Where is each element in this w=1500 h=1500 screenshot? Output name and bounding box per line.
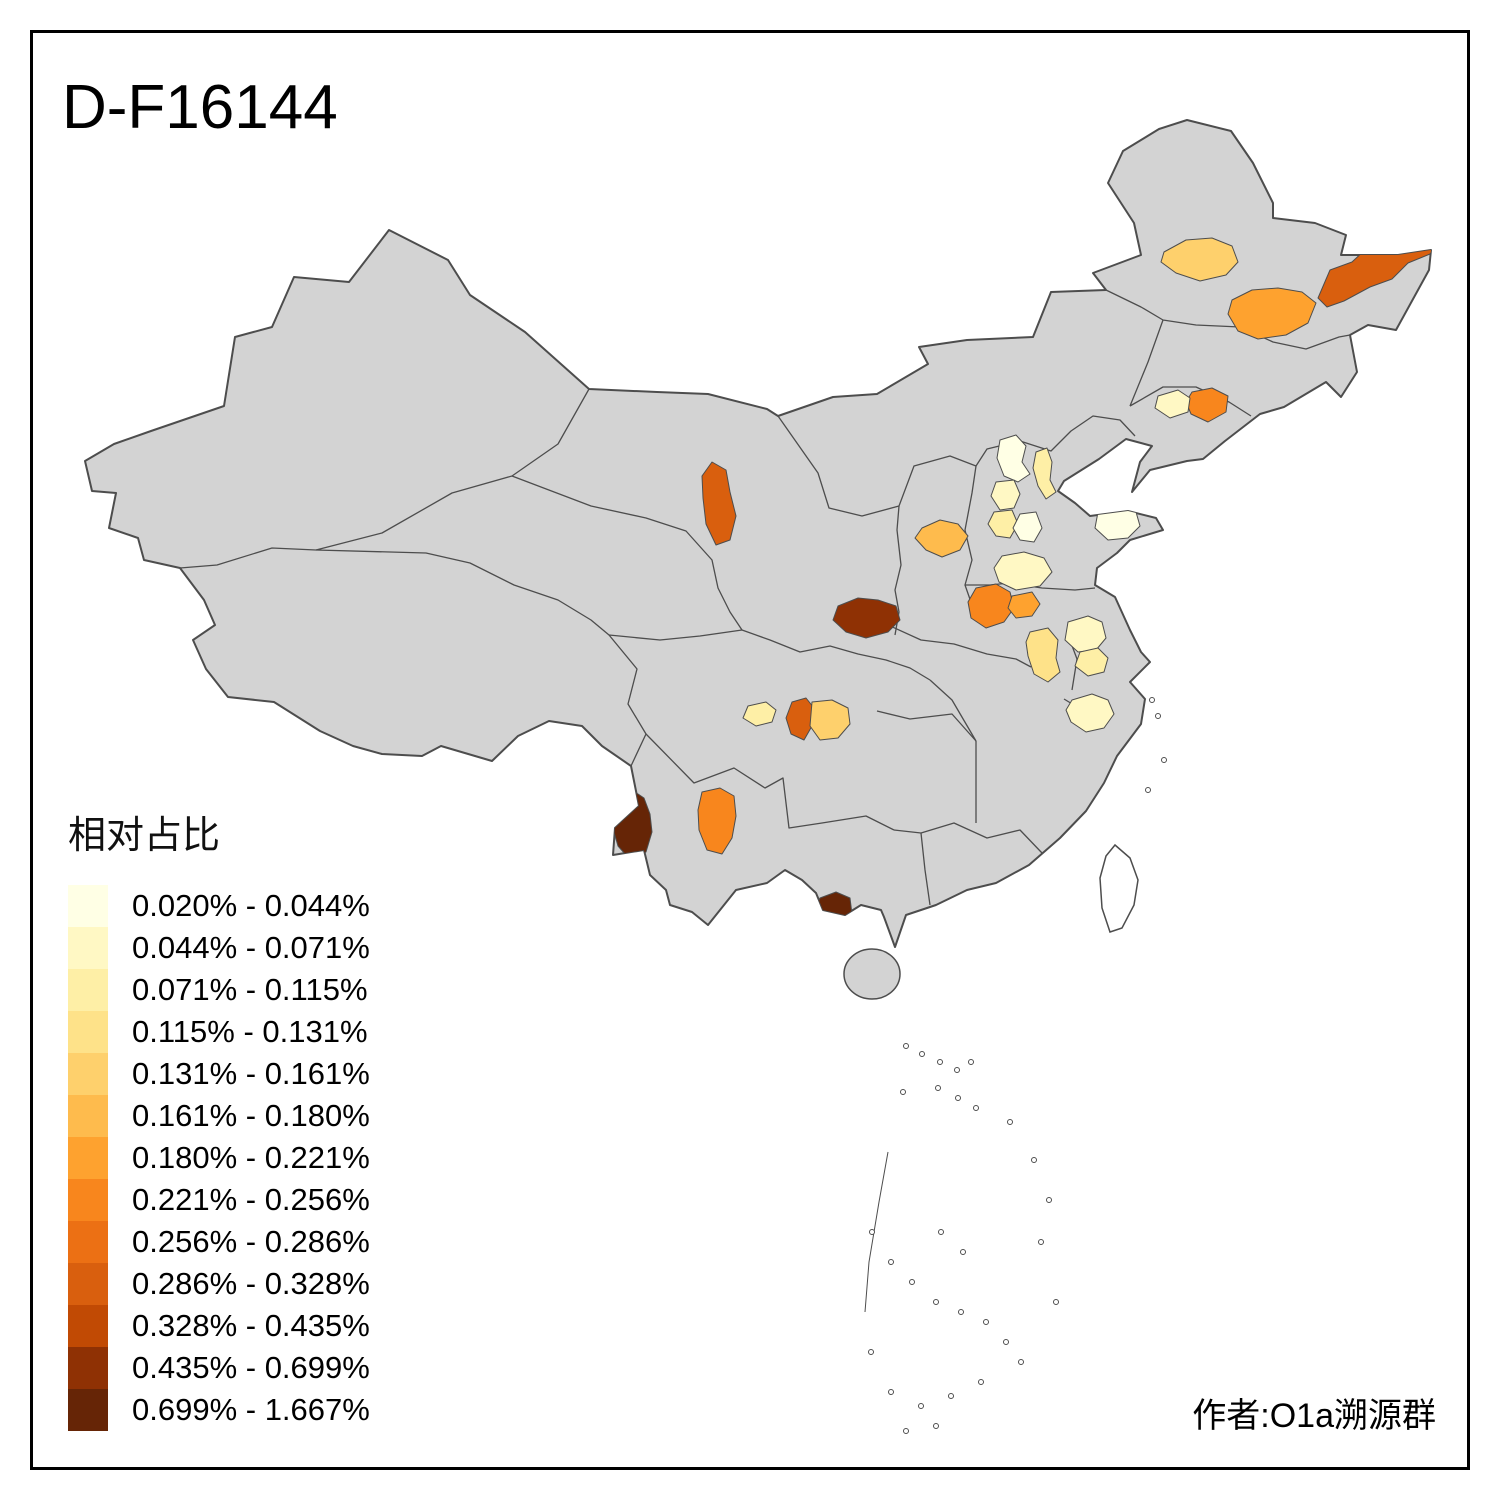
legend-label: 0.699% - 1.667% [132,1392,370,1427]
hainan-island [843,948,901,1000]
map-region [1065,693,1115,733]
map-region [697,787,737,855]
legend-item: 0.180% - 0.221% [68,1137,370,1179]
legend-swatch [68,1095,108,1137]
legend-label: 0.161% - 0.180% [132,1098,370,1133]
legend-label: 0.328% - 0.435% [132,1308,370,1343]
map-region [996,434,1031,483]
legend-item: 0.071% - 0.115% [68,969,370,1011]
map-region [1007,591,1041,619]
legend-swatch [68,1137,108,1179]
legend-item: 0.328% - 0.435% [68,1305,370,1347]
coastline-fragment [864,1151,889,1313]
legend-label: 0.071% - 0.115% [132,972,368,1007]
legend-title: 相对占比 [68,815,221,857]
legend-item: 0.256% - 0.286% [68,1221,370,1263]
map-region [1012,511,1043,543]
legend-label: 0.115% - 0.131% [132,1014,368,1049]
legend-item: 0.131% - 0.161% [68,1053,370,1095]
map-region [1160,237,1239,282]
china-mainland [84,119,1432,948]
legend-items: 0.020% - 0.044% 0.044% - 0.071% 0.071% - 0… [68,885,370,1431]
legend-label: 0.435% - 0.699% [132,1350,370,1385]
legend-label: 0.044% - 0.071% [132,930,370,965]
map-region [993,551,1053,591]
legend-label: 0.221% - 0.256% [132,1182,370,1217]
legend-item: 0.161% - 0.180% [68,1095,370,1137]
attribution: 作者:O1a溯源群 [1192,1397,1436,1435]
map-region [1074,647,1109,677]
legend-swatch [68,1347,108,1389]
map-region [832,597,901,639]
legend-item: 0.115% - 0.131% [68,1011,370,1053]
map-region [1064,615,1107,653]
legend-label: 0.131% - 0.161% [132,1056,370,1091]
map-region [967,583,1015,629]
map-region [1025,627,1061,683]
legend-swatch [68,1179,108,1221]
legend-item: 0.020% - 0.044% [68,885,370,927]
map-region [742,701,777,727]
legend-swatch [68,1053,108,1095]
legend-item: 0.044% - 0.071% [68,927,370,969]
legend-swatch [68,1389,108,1431]
chart-title: D-F16144 [62,73,338,142]
map-region [987,509,1019,539]
taiwan-island [1099,843,1139,933]
south-china-sea-islands [864,697,1167,1434]
map-region [1032,447,1057,500]
legend-swatch [68,1263,108,1305]
legend-label: 0.180% - 0.221% [132,1140,370,1175]
map-region [701,461,737,546]
legend-swatch [68,969,108,1011]
legend-label: 0.256% - 0.286% [132,1224,370,1259]
legend-item: 0.286% - 0.328% [68,1263,370,1305]
legend: 相对占比 0.020% - 0.044% 0.044% - 0.071% 0.071… [68,804,370,1431]
map-region [914,519,969,558]
map-region [809,699,851,741]
legend-label: 0.286% - 0.328% [132,1266,370,1301]
legend-label: 0.020% - 0.044% [132,888,370,923]
legend-swatch [68,927,108,969]
map-region [1227,287,1317,340]
legend-item: 0.435% - 0.699% [68,1347,370,1389]
legend-swatch [68,1221,108,1263]
map-region [990,479,1021,511]
legend-item: 0.221% - 0.256% [68,1179,370,1221]
highlighted-regions [610,232,1431,931]
map-region [1154,389,1191,419]
legend-swatch [68,1011,108,1053]
legend-swatch [68,885,108,927]
map-region [785,697,815,741]
map-region [815,891,853,931]
legend-swatch [68,1305,108,1347]
legend-item: 0.699% - 1.667% [68,1389,370,1431]
